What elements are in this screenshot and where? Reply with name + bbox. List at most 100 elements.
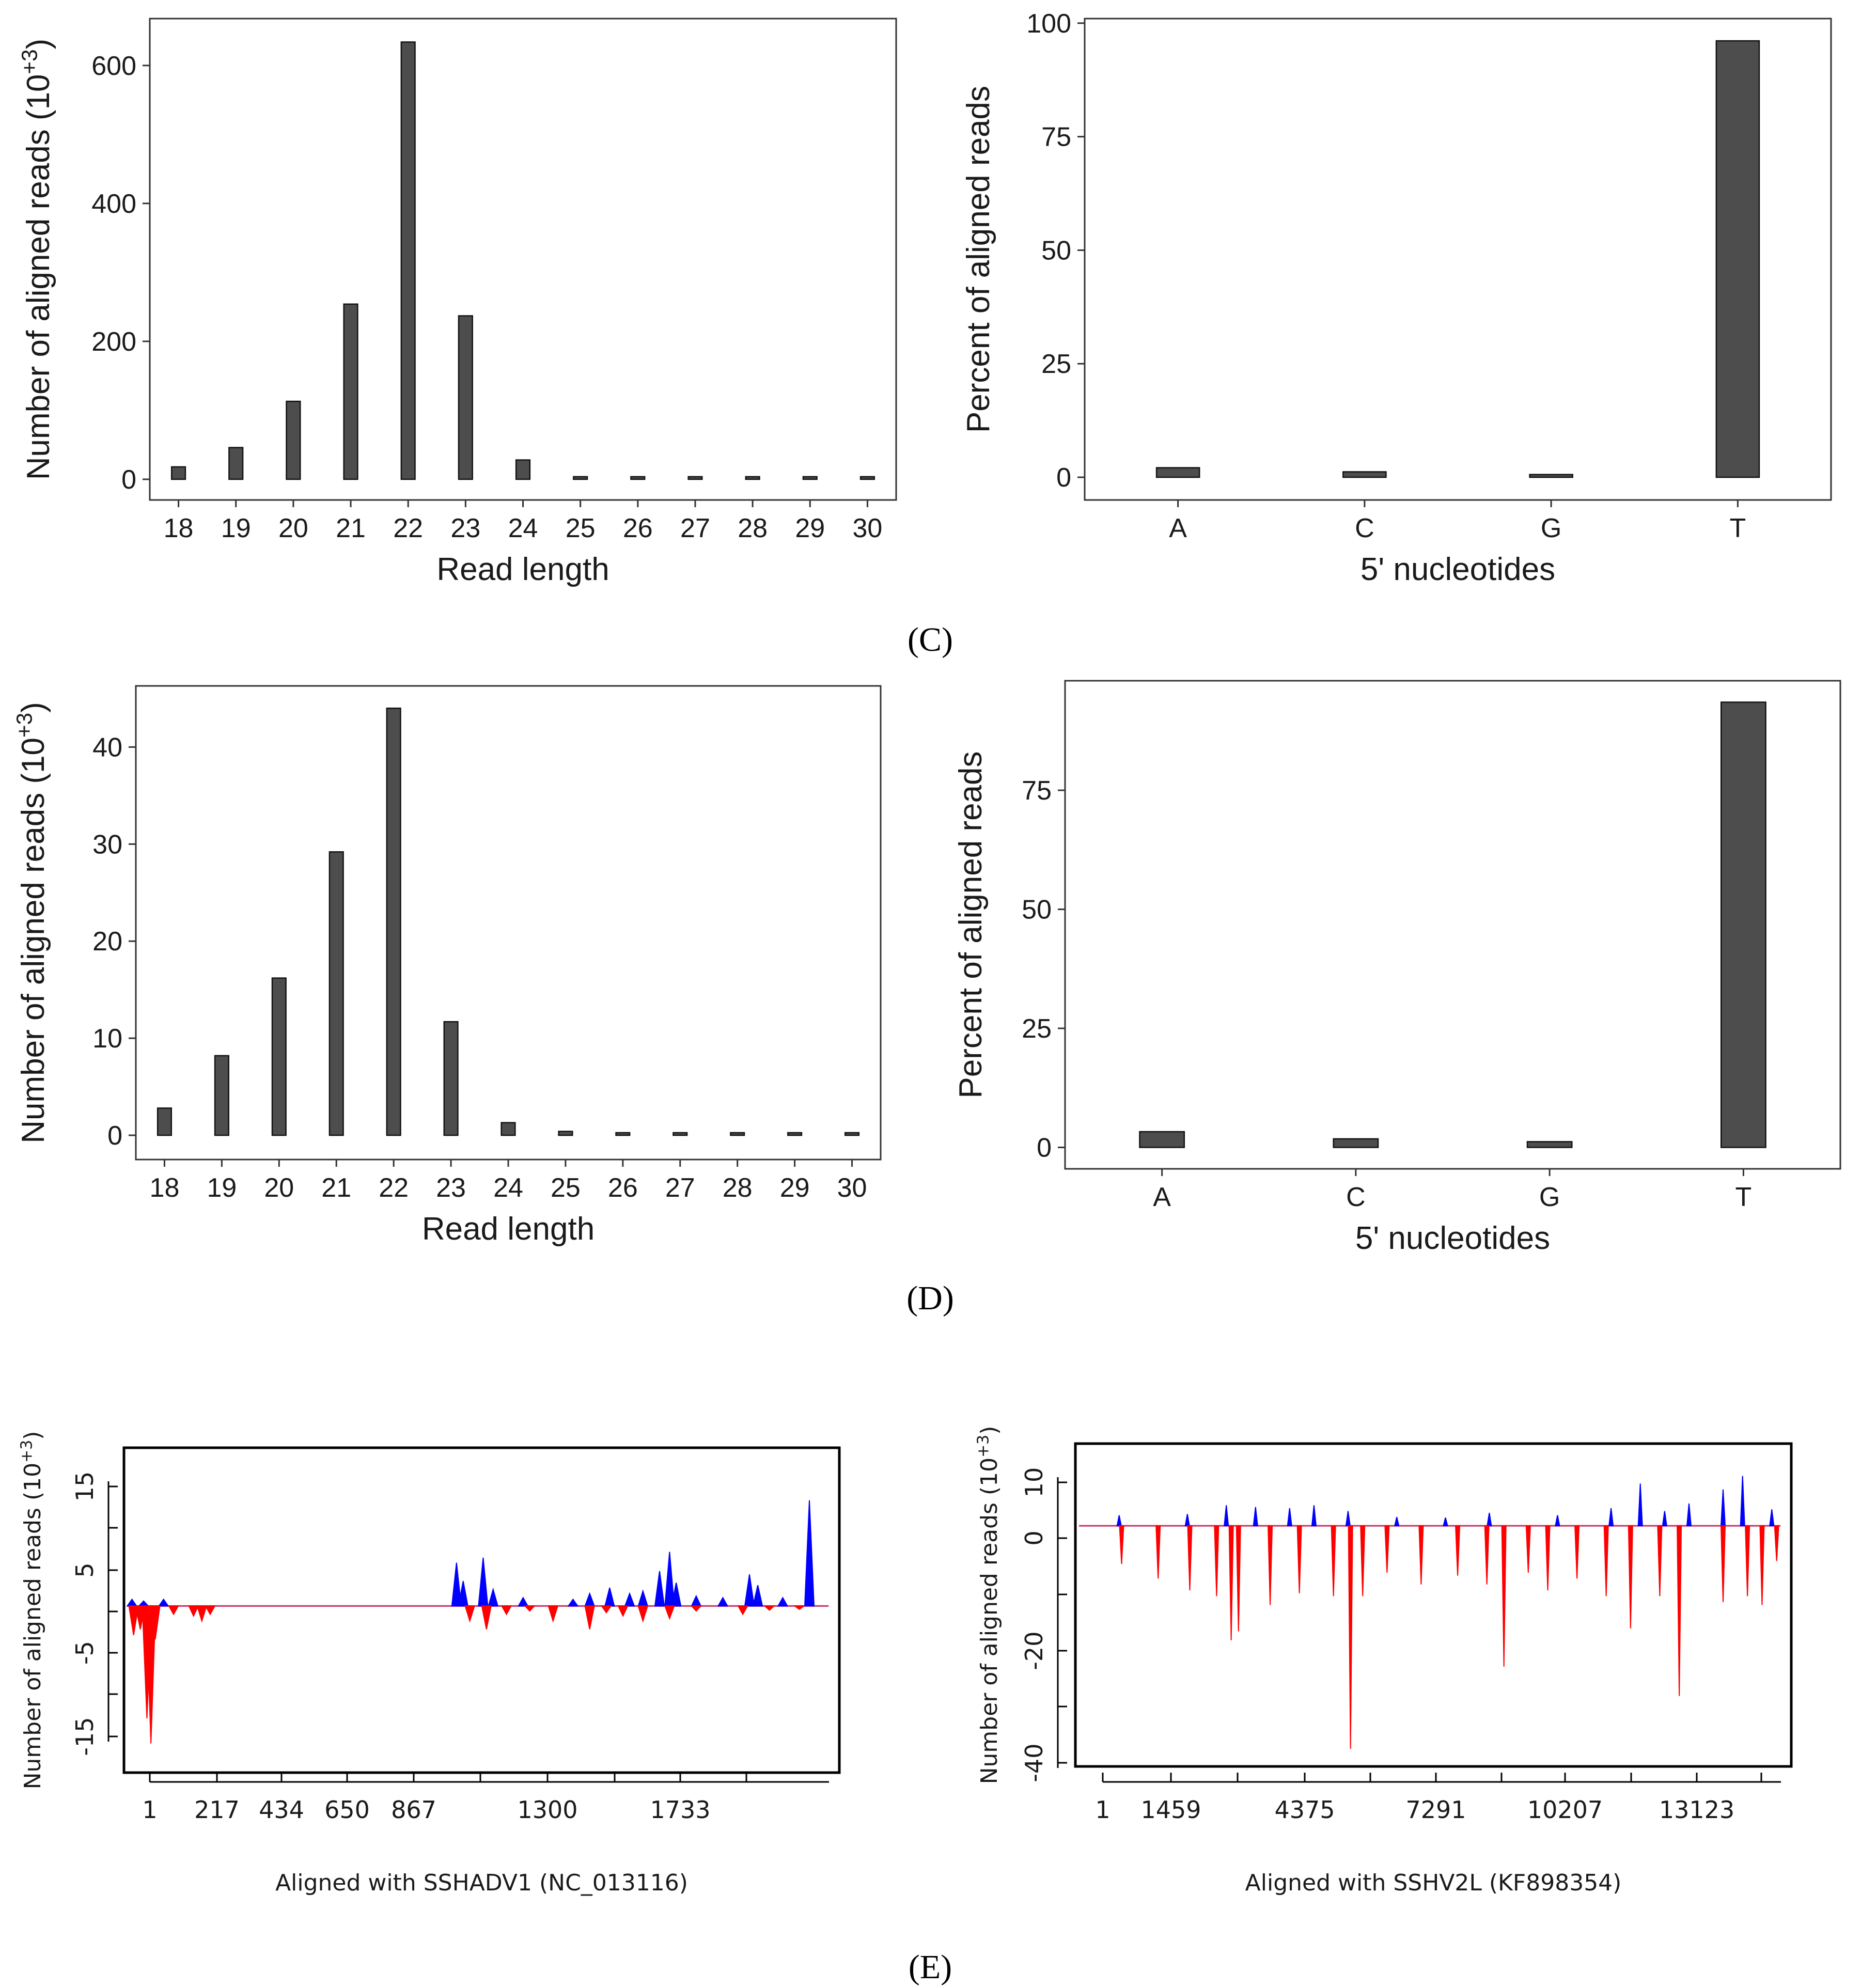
coverage-peak xyxy=(777,1596,789,1607)
y-tick-label-100: 100 xyxy=(1026,9,1071,39)
x-tick-label-29: 29 xyxy=(780,1173,810,1203)
coverage-peak xyxy=(1311,1505,1317,1527)
chart-d-5prime-nucleotides: A C G T 0 25 50 75 5' nucleotides Percent of alig… xyxy=(953,680,1841,1256)
coverage-peak xyxy=(168,1605,179,1616)
bar-A xyxy=(1155,467,1200,478)
coverage-peak xyxy=(1774,1525,1779,1561)
y-tick-label-0: 0 xyxy=(1020,1530,1048,1545)
chart-c-5prime-nucleotides: A C G T 0 25 50 75 100 5' nucleotides Percent of a… xyxy=(961,9,1832,587)
x-tick-label-19: 19 xyxy=(221,513,251,543)
coverage-peak xyxy=(1236,1525,1241,1632)
x-tick-label-20: 20 xyxy=(278,513,308,543)
x-tick-label-650: 650 xyxy=(324,1796,370,1824)
coverage-peak xyxy=(604,1587,615,1607)
bar-28 xyxy=(730,1132,745,1136)
coverage-peak xyxy=(1686,1503,1692,1527)
chart-e-sshadv1-coverage: 1 217 434 650 867 1300 1733 15 5 -5 -15 Aligned wit… xyxy=(18,1431,841,1896)
coverage-peak xyxy=(1360,1525,1366,1596)
coverage-peak xyxy=(501,1605,512,1616)
bar-G xyxy=(1529,474,1573,478)
coverage-peak xyxy=(1187,1525,1193,1591)
coverage-peak xyxy=(1228,1525,1234,1640)
coverage-peak xyxy=(488,1587,499,1607)
x-tick-label-1300: 1300 xyxy=(517,1796,577,1824)
x-tick-label-23: 23 xyxy=(450,513,480,543)
x-tick-label-27: 27 xyxy=(665,1173,695,1203)
coverage-peak xyxy=(654,1571,665,1607)
bar-29 xyxy=(802,476,818,480)
x-tick-label-1: 1 xyxy=(1095,1796,1110,1824)
coverage-peak xyxy=(158,1598,169,1607)
x-axis-label: Aligned with SSHV2L (KF898354) xyxy=(1245,1870,1622,1896)
plot-frame xyxy=(135,685,882,1161)
coverage-peak xyxy=(1637,1483,1643,1527)
x-tick-label-24: 24 xyxy=(508,513,538,543)
x-tick-label-T: T xyxy=(1729,513,1746,543)
x-tick-label-1733: 1733 xyxy=(650,1796,710,1824)
bar-G xyxy=(1526,1141,1573,1148)
y-axis-label: Percent of aligned reads xyxy=(953,751,989,1098)
x-tick-label-G: G xyxy=(1539,1182,1560,1212)
coverage-peak xyxy=(1345,1511,1351,1527)
coverage-peak xyxy=(1545,1525,1551,1591)
coverage-peak xyxy=(737,1605,748,1616)
coverage-peak xyxy=(1394,1516,1400,1527)
chart-e-sshv2l-coverage: 1 1459 4375 7291 10207 13123 10 0 -20 -40 Aligned … xyxy=(974,1426,1793,1896)
x-tick-label-19: 19 xyxy=(207,1173,237,1203)
bar-23 xyxy=(443,1021,459,1136)
bar-26 xyxy=(630,476,646,480)
x-tick-label-25: 25 xyxy=(566,513,596,543)
x-axis-label: 5' nucleotides xyxy=(1355,1220,1550,1256)
y-tick-label-30: 30 xyxy=(92,829,122,859)
coverage-peak xyxy=(690,1605,702,1612)
x-tick-label-A: A xyxy=(1169,513,1187,543)
coverage-peak xyxy=(1628,1525,1633,1629)
x-tick-label-30: 30 xyxy=(837,1173,867,1203)
x-axis-label: Read length xyxy=(436,552,609,587)
bar-20 xyxy=(286,400,301,480)
plot-frame xyxy=(122,1446,841,1774)
bar-19 xyxy=(228,447,244,480)
bar-30 xyxy=(859,476,875,480)
x-tick-label-217: 217 xyxy=(194,1796,240,1824)
coverage-peak xyxy=(670,1583,682,1607)
coverage-peak xyxy=(584,1592,596,1607)
coverage-peak xyxy=(1184,1514,1190,1527)
y-tick-label-200: 200 xyxy=(91,327,136,357)
x-tick-label-18: 18 xyxy=(150,1173,180,1203)
bar-23 xyxy=(458,315,473,480)
coverage-peak xyxy=(752,1585,763,1607)
coverage-peak xyxy=(1484,1525,1490,1585)
coverage-peak xyxy=(524,1605,536,1612)
x-tick-label-26: 26 xyxy=(608,1173,638,1203)
bar-25 xyxy=(558,1131,573,1136)
coverage-peak xyxy=(1608,1508,1614,1527)
coverage-peak xyxy=(637,1605,649,1623)
coverage-peak xyxy=(1501,1525,1507,1667)
y-tick-label-25: 25 xyxy=(1022,1014,1052,1044)
coverage-peak xyxy=(481,1605,492,1630)
coverage-peak xyxy=(691,1594,702,1607)
y-tick-label-15: 15 xyxy=(71,1472,99,1502)
bar-28 xyxy=(745,476,760,480)
coverage-peak xyxy=(1224,1505,1229,1527)
x-tick-label-A: A xyxy=(1153,1182,1171,1212)
x-tick-label-22: 22 xyxy=(393,513,423,543)
coverage-peak xyxy=(126,1598,138,1607)
coverage-peak xyxy=(1443,1517,1448,1527)
bar-18 xyxy=(157,1107,173,1136)
chart-c-read-length: 18 19 20 21 22 23 24 25 26 27 28 29 30 0 200 400 600 Read… xyxy=(17,18,897,587)
y-tick-label-5: 5 xyxy=(71,1562,99,1577)
coverage-peak xyxy=(1555,1515,1560,1527)
x-tick-label-4375: 4375 xyxy=(1274,1796,1335,1824)
coverage-peak xyxy=(1119,1525,1124,1564)
y-tick-label-75: 75 xyxy=(1022,776,1052,806)
y-tick-label-10: 10 xyxy=(92,1024,122,1054)
bar-21 xyxy=(343,303,358,480)
x-tick-label-18: 18 xyxy=(164,513,194,543)
bar-27 xyxy=(673,1132,688,1136)
coverage-peak xyxy=(478,1557,489,1607)
bar-25 xyxy=(573,476,588,480)
coverage-peak xyxy=(1348,1525,1353,1749)
y-tick-label-50: 50 xyxy=(1022,895,1052,925)
